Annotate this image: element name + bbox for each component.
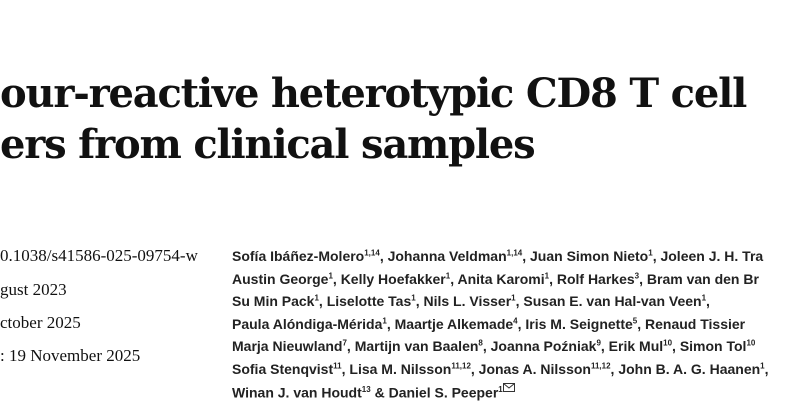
author-name: Austin George: [232, 270, 329, 287]
affiliation: 10: [663, 338, 673, 348]
author-name: , Kelly Hoefakker: [332, 270, 446, 287]
received-date: gust 2023: [0, 280, 67, 299]
affiliation: 3: [634, 270, 640, 280]
author-name: , Susan E. van Hal-van Veen: [515, 293, 702, 309]
author-name: , Martijn van Baalen: [346, 338, 479, 354]
author-name: Winan J. van Houdt: [232, 384, 362, 401]
affiliation: 1: [382, 315, 387, 325]
author-name: , Jonas A. Nilsson: [470, 360, 591, 377]
affiliation: 5: [632, 315, 638, 325]
affiliation: 1: [760, 360, 765, 370]
author-name: Sofía Ibáñez-Molero: [232, 248, 365, 264]
author-name: ,: [706, 293, 710, 309]
author-name: , Nils L. Visser: [415, 293, 512, 309]
affiliation: 1: [314, 293, 319, 303]
affiliation: 1,14: [364, 248, 380, 258]
affiliation: 1: [648, 248, 653, 258]
author-line: Marja Nieuwland7, Martijn van Baalen8, J…: [232, 338, 800, 361]
author-name: , Rolf Harkes: [549, 270, 635, 287]
author-name: , Joanna Poźniak: [482, 338, 597, 354]
author-name: , Juan Simon Nieto: [522, 248, 649, 264]
author-name: , John B. A. G. Haanen: [610, 360, 761, 377]
affiliation: 11: [333, 360, 342, 370]
author-name: Paula Alóndiga-Mérida: [232, 315, 383, 332]
author-name: , Simon Tol: [672, 338, 747, 354]
author-line: Winan J. van Houdt13 & Daniel S. Peeper1: [232, 383, 800, 406]
author-name: , Bram van den Br: [639, 270, 759, 287]
author-name: , Johanna Veldman: [379, 248, 507, 264]
affiliation: 1: [411, 293, 416, 303]
author-line: Su Min Pack1, Liselotte Tas1, Nils L. Vi…: [232, 293, 800, 316]
author-line: Sofia Stenqvist11, Lisa M. Nilsson11,12,…: [232, 361, 800, 384]
author-name: , Liselotte Tas: [318, 293, 412, 309]
author-name: Marja Nieuwland: [232, 338, 343, 354]
author-name: , Renaud Tissier: [637, 315, 746, 332]
affiliation: 9: [596, 338, 601, 348]
author-name: , Maartje Alkemade: [386, 315, 514, 332]
author-name: Sofia Stenqvist: [232, 360, 334, 377]
author-name: ,: [764, 360, 769, 377]
doi: 0.1038/s41586-025-09754-w: [0, 246, 198, 265]
author-name: , Iris M. Seignette: [517, 315, 633, 332]
affiliation: 1: [544, 270, 550, 280]
author-name: , Lisa M. Nilsson: [341, 360, 452, 377]
author-line: Sofía Ibáñez-Molero1,14, Johanna Veldman…: [232, 248, 800, 271]
affiliation: 8: [478, 338, 483, 348]
affiliation: 11,12: [451, 360, 471, 370]
accepted-date: ctober 2025: [0, 313, 81, 332]
affiliation: 13: [361, 385, 371, 394]
title-line: ers from clinical samples: [0, 121, 536, 168]
affiliation: 7: [342, 338, 347, 348]
author-name: , Anita Karomi: [450, 270, 545, 287]
affiliation: 10: [746, 338, 756, 348]
author-line: Austin George1, Kelly Hoefakker1, Anita …: [232, 271, 800, 294]
affiliation: 11,12: [590, 360, 611, 370]
published-date: : 19 November 2025: [0, 346, 141, 365]
author-name: , Joleen J. H. Tra: [652, 248, 764, 264]
author-line: Paula Alóndiga-Mérida1, Maartje Alkemade…: [232, 316, 800, 339]
affiliation: 1: [701, 293, 707, 303]
affiliation: 1: [328, 270, 333, 280]
mail-icon: [502, 383, 515, 392]
author-name: , Erik Mul: [600, 338, 664, 354]
affiliation: 1,14: [506, 248, 523, 258]
affiliation: 1: [498, 385, 503, 394]
affiliation: 1: [511, 293, 516, 303]
author-name: & Daniel S. Peeper: [370, 384, 499, 401]
affiliation: 4: [513, 315, 518, 325]
author-list: Sofía Ibáñez-Molero1,14, Johanna Veldman…: [232, 248, 800, 406]
affiliation: 1: [445, 270, 451, 280]
title-line: our-reactive heterotypic CD8 T cell: [0, 70, 747, 117]
author-name: Su Min Pack: [232, 293, 315, 309]
